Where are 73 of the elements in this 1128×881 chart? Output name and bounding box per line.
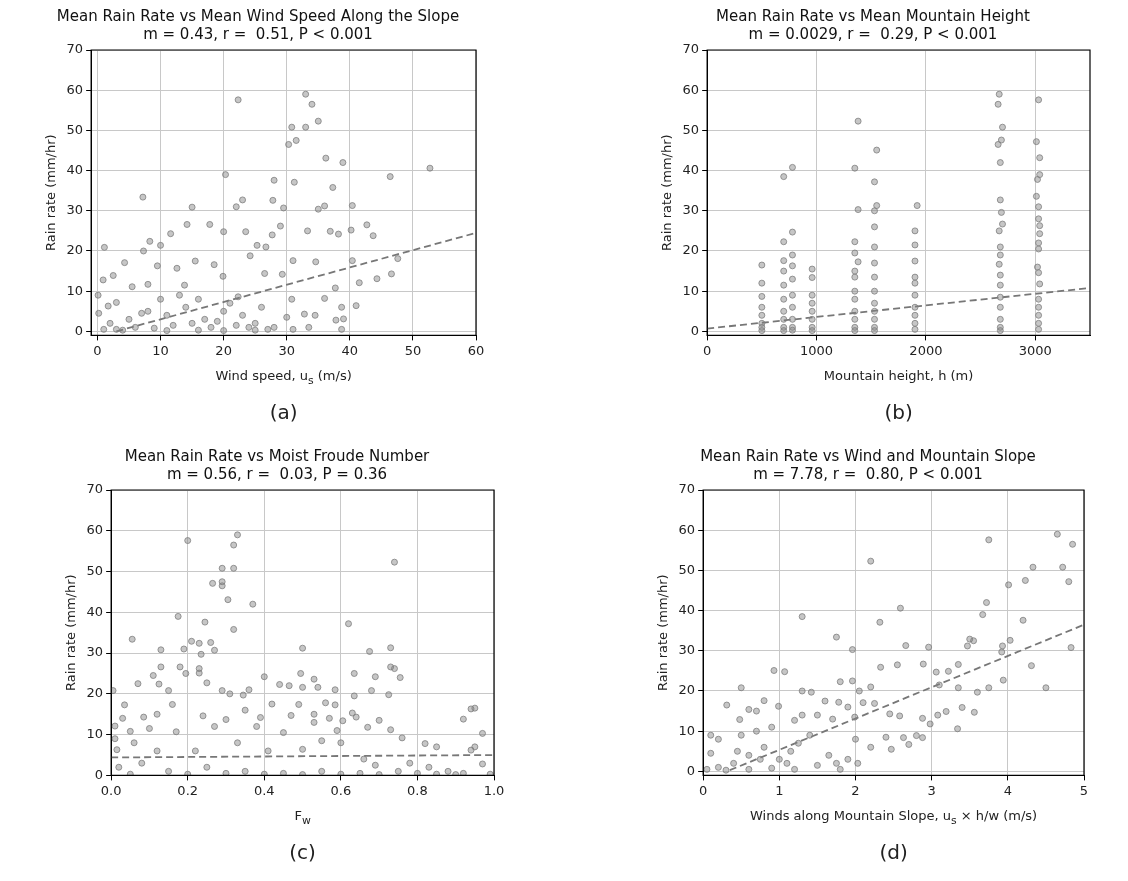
y-tick-label: 60 [678,521,696,537]
y-tick-label: 60 [86,522,104,538]
x-tick-label: 40 [341,342,359,358]
y-tick-label: 0 [686,762,696,778]
chart-subtitle: m = 0.56, r = 0.03, P = 0.36 [166,464,388,483]
chart-subtitle: m = 0.43, r = 0.51, P < 0.001 [143,24,373,43]
text: (d) [879,840,908,864]
y-tick-label: 0 [94,766,104,782]
text: (a) [269,400,298,424]
text: (c) [289,840,316,864]
chart-subtitle: m = 7.78, r = 0.80, P < 0.001 [753,464,983,483]
x-tick-label: 4 [1003,782,1012,798]
x-tick-label: 20 [215,342,232,358]
chart-title: Mean Rain Rate vs Mean Wind Speed Along the Slope [56,6,460,25]
x-tick-label: 0.4 [253,782,275,798]
y-tick-label: 40 [66,161,84,177]
y-tick-label: 20 [682,242,700,258]
x-tick-label: 0.6 [330,782,352,798]
text: (b) [884,400,913,424]
y-tick-label: 40 [682,161,700,177]
y-tick-label: 20 [678,682,696,698]
y-tick-label: 30 [678,642,696,658]
x-tick-label: 2000 [909,342,943,358]
y-axis-title: Rain rate (mm/hr) [63,574,79,692]
x-axis-title: Wind speed, u$_{s}$ (m/s) [215,368,352,387]
y-tick-label: 70 [678,481,696,497]
y-tick-label: 50 [86,562,104,578]
y-tick-label: 70 [66,41,84,57]
y-tick-label: 30 [86,644,104,660]
chart-title: Mean Rain Rate vs Wind and Mountain Slope [700,446,1036,465]
chart-title: Mean Rain Rate vs Mean Mountain Height [716,6,1031,25]
x-axis-title: F$_{w}$ [294,808,311,827]
y-tick-label: 50 [678,561,696,577]
y-tick-label: 20 [66,242,84,258]
x-tick-label: 1 [775,782,784,798]
y-axis-title: Rain rate (mm/hr) [43,134,59,252]
x-tick-label: 50 [404,342,422,358]
y-tick-label: 30 [682,202,700,218]
y-tick-label: 10 [682,282,700,298]
x-tick-label: 3 [927,782,936,798]
chart-title: Mean Rain Rate vs Moist Froude Number [124,446,431,465]
x-tick-label: 0.0 [100,782,122,798]
x-tick-label: 1.0 [483,782,505,798]
x-axis-title: Mountain height, h (m) [823,368,974,383]
y-tick-label: 0 [74,322,84,338]
y-axis-title: Rain rate (mm/hr) [655,574,671,692]
y-tick-label: 30 [66,202,84,218]
x-tick-label: 2 [851,782,860,798]
x-tick-label: 1000 [799,342,834,358]
y-tick-label: 10 [86,726,104,741]
x-tick-label: 0 [703,342,712,358]
y-tick-label: 0 [690,322,700,338]
x-axis-title: Winds along Mountain Slope, u$_{s}$ × h/w (m/s) [749,808,1038,827]
y-axis-title: Rain rate (mm/hr) [659,134,675,252]
y-tick-label: 10 [678,722,696,738]
x-tick-label: 30 [278,342,295,358]
y-tick-label: 40 [678,601,696,617]
y-tick-label: 70 [86,481,104,497]
y-tick-label: 60 [66,81,84,97]
x-tick-label: 60 [467,342,485,358]
y-tick-label: 50 [66,121,84,137]
x-tick-label: 0.2 [177,782,199,798]
y-tick-label: 70 [682,41,700,57]
y-tick-label: 50 [682,121,700,137]
y-tick-label: 20 [86,685,104,701]
x-tick-label: 3000 [1018,342,1052,358]
x-tick-label: 5 [1079,782,1089,798]
x-tick-label: 10 [152,342,169,358]
y-tick-label: 10 [66,282,84,298]
x-tick-label: 0.8 [407,782,428,798]
y-tick-label: 60 [682,81,700,97]
chart-subtitle: m = 0.0029, r = 0.29, P < 0.001 [748,24,998,43]
y-tick-label: 40 [86,603,104,619]
